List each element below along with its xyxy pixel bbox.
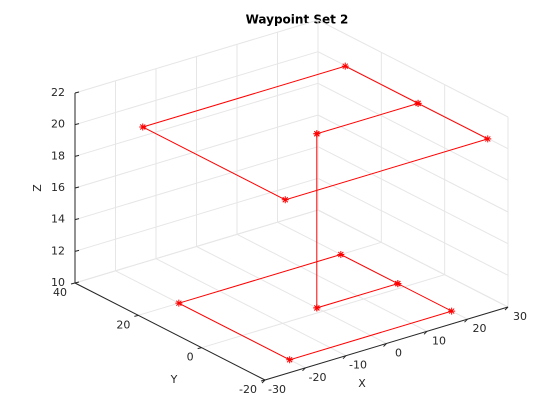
- waypoint-marker: [313, 130, 321, 138]
- z-tick-label: 18: [51, 149, 65, 162]
- chart-title: Waypoint Set 2: [246, 13, 349, 27]
- grid-line: [74, 146, 319, 221]
- grid-line: [317, 146, 509, 245]
- x-tick-label: 30: [513, 310, 527, 323]
- z-tick-label: 16: [51, 181, 65, 194]
- x-tick-label: 20: [473, 322, 487, 335]
- grid-line: [74, 177, 319, 252]
- waypoint-marker: [394, 280, 402, 288]
- x-tick: [423, 330, 428, 335]
- x-tick: [302, 367, 306, 372]
- z-tick-label: 12: [51, 244, 65, 257]
- y-axis: [74, 282, 266, 381]
- x-tick-label: -10: [349, 359, 367, 372]
- waypoint-marker: [341, 62, 349, 70]
- waypoint-marker: [281, 196, 289, 204]
- z-tick-label: 20: [51, 118, 65, 131]
- x-tick: [342, 355, 347, 360]
- grid-line: [74, 82, 319, 157]
- y-tick-label: -20: [239, 383, 257, 396]
- grid-line: [155, 258, 347, 357]
- grid-line: [317, 82, 509, 181]
- grid-line: [317, 209, 509, 308]
- waypoint-path: [141, 65, 490, 361]
- waypoint-marker: [484, 135, 492, 143]
- y-tick: [70, 282, 76, 285]
- waypoint-marker: [448, 307, 456, 315]
- grid-line: [74, 19, 319, 94]
- y-tick-label: 40: [53, 286, 67, 299]
- z-tick: [74, 249, 80, 252]
- x-tick: [504, 306, 509, 311]
- y-tick-label: 20: [116, 318, 130, 331]
- x-tick: [464, 318, 468, 323]
- x-tick: [383, 343, 387, 347]
- x-tick-label: 10: [432, 334, 446, 347]
- y-axis-label: Y: [170, 373, 178, 386]
- y-tick: [197, 347, 202, 350]
- grid-line: [317, 177, 509, 276]
- z-tick: [74, 281, 80, 284]
- grid-line: [74, 51, 319, 126]
- y-tick-label: 0: [187, 351, 194, 364]
- waypoint-marker: [286, 356, 294, 364]
- waypoint-marker: [313, 304, 321, 312]
- y-tick: [134, 314, 139, 317]
- grid-line: [317, 114, 509, 213]
- x-axis-label: X: [358, 377, 366, 390]
- grid-line: [317, 19, 509, 118]
- z-tick: [74, 123, 80, 126]
- z-tick-label: 14: [51, 213, 65, 226]
- grid-line: [74, 209, 319, 284]
- grid-line: [196, 246, 387, 344]
- x-tick-label: -30: [268, 383, 286, 396]
- y-tick: [260, 379, 266, 382]
- x-tick-label: -20: [309, 371, 327, 384]
- waypoint-marker: [337, 251, 345, 258]
- z-tick-label: 22: [51, 86, 65, 99]
- z-tick: [74, 218, 80, 221]
- waypoint-marker: [175, 299, 183, 307]
- z-tick: [74, 186, 80, 189]
- waypoint-marker: [139, 123, 147, 131]
- waypoint-marker: [414, 99, 422, 107]
- grid-line: [236, 233, 428, 332]
- x-tick-label: 0: [395, 347, 402, 360]
- grid-line: [74, 114, 319, 189]
- z-tick: [74, 154, 80, 157]
- z-tick-label: 10: [51, 276, 65, 289]
- z-tick: [74, 91, 80, 94]
- z-axis-label: Z: [31, 184, 44, 192]
